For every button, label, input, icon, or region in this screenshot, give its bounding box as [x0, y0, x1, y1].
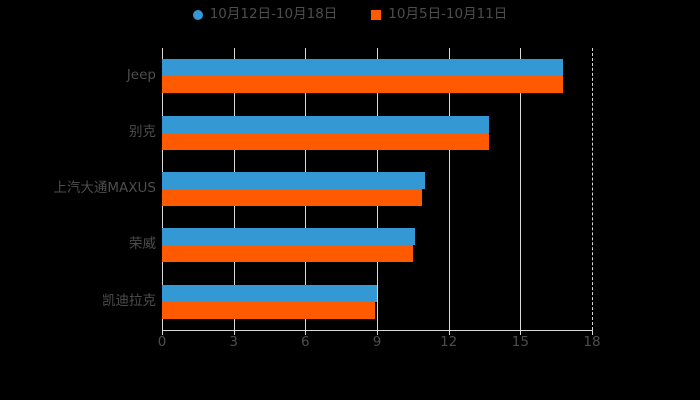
- square-marker-icon: [371, 9, 382, 20]
- x-tick-mark-9: [377, 330, 378, 335]
- bar-group: [162, 59, 592, 94]
- gridline-18: [592, 48, 593, 330]
- plot-area: [162, 48, 593, 330]
- legend-item-0[interactable]: 10月12日-10月18日: [192, 6, 338, 22]
- bar[interactable]: [162, 228, 416, 246]
- category-label-3: 荣威: [129, 236, 156, 253]
- bar[interactable]: [162, 76, 564, 94]
- legend-label-1: 10月5日-10月11日: [388, 6, 508, 22]
- bar[interactable]: [162, 189, 423, 206]
- bar-group: [162, 284, 592, 319]
- x-tick-mark-15: [520, 330, 522, 335]
- category-label-2: 上汽大通MAXUS: [53, 180, 156, 196]
- gridline-15: [520, 48, 522, 330]
- category-label-4: 凯迪拉克: [102, 292, 156, 309]
- x-tick-mark-18: [592, 330, 593, 335]
- bar[interactable]: [162, 172, 425, 189]
- x-tick-label-9: 9: [372, 334, 382, 350]
- x-tick-mark-3: [233, 330, 235, 335]
- circle-marker-icon: [192, 9, 203, 20]
- x-axis-ticks: 0 3 6 9 12 15 18: [0, 334, 700, 360]
- bar-group: [162, 115, 592, 150]
- bar[interactable]: [162, 115, 490, 133]
- bar-group: [162, 228, 592, 263]
- x-tick-label-3: 3: [229, 334, 238, 350]
- category-axis: Jeep 别克上汽大通MAXUS 荣威凯迪拉克: [0, 48, 156, 330]
- x-tick-label-0: 0: [157, 334, 167, 350]
- x-tick-mark-0: [162, 330, 163, 335]
- bar-group: [162, 172, 592, 206]
- x-tick-label-15: 15: [511, 334, 529, 350]
- bar[interactable]: [162, 301, 375, 319]
- gridline-12: [448, 48, 450, 330]
- x-tick-label-6: 6: [301, 334, 310, 350]
- x-tick-label-18: 18: [583, 334, 601, 350]
- bar[interactable]: [162, 245, 413, 263]
- x-tick-label-12: 12: [440, 334, 458, 350]
- bar[interactable]: [162, 59, 564, 77]
- bar[interactable]: [162, 284, 377, 302]
- bar[interactable]: [162, 132, 490, 150]
- x-tick-mark-6: [305, 330, 307, 335]
- chart-legend: 10月12日-10月18日 10月5日-10月11日: [0, 6, 700, 22]
- category-label-0: Jeep: [126, 67, 156, 84]
- legend-item-1[interactable]: 10月5日-10月11日: [371, 6, 508, 22]
- x-tick-mark-12: [448, 330, 450, 335]
- legend-label-0: 10月12日-10月18日: [209, 6, 338, 22]
- category-label-1: 别克: [129, 123, 156, 140]
